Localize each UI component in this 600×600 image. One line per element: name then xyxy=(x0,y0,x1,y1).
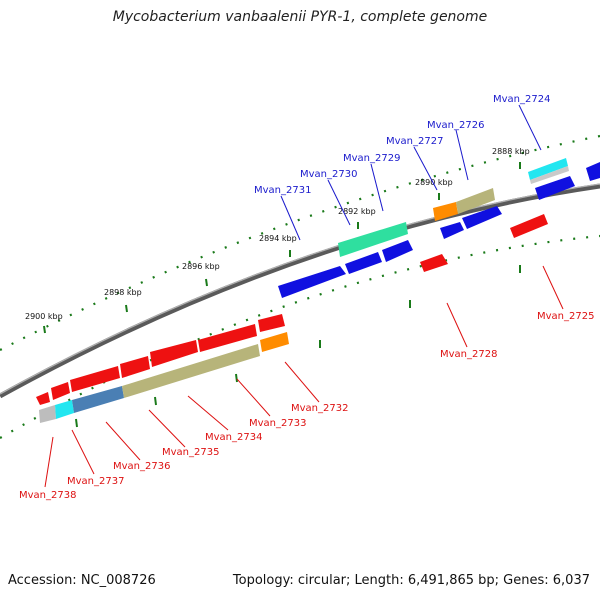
gene-block-mvan-2736[interactable] xyxy=(72,386,124,413)
kbp-label-2894: 2894 kbp xyxy=(259,234,297,243)
cds-mvan-2731[interactable] xyxy=(278,266,346,298)
gene-label-mvan-2726[interactable]: Mvan_2726 xyxy=(427,120,484,131)
cds-mvan-2738[interactable] xyxy=(36,392,50,405)
gene-label-mvan-2736[interactable]: Mvan_2736 xyxy=(113,461,170,472)
kbp-label-2890: 2890 kbp xyxy=(415,178,453,187)
forward-other-features[interactable] xyxy=(338,158,569,257)
cds-partial-right[interactable] xyxy=(586,162,600,181)
map-title: Mycobacterium vanbaalenii PYR-1, complet… xyxy=(112,9,488,25)
cds-mvan-2730[interactable] xyxy=(345,252,382,274)
cds-mvan-2724[interactable] xyxy=(535,176,575,200)
kbp-label-2892: 2892 kbp xyxy=(338,207,376,216)
cds-mvan-2725[interactable] xyxy=(510,214,548,238)
genome-backbone xyxy=(0,183,600,399)
gene-label-mvan-2734[interactable]: Mvan_2734 xyxy=(205,432,262,443)
gene-label-mvan-2735[interactable]: Mvan_2735 xyxy=(162,447,219,458)
cds-mvan-2732[interactable] xyxy=(258,314,285,332)
gene-label-mvan-2732[interactable]: Mvan_2732 xyxy=(291,403,348,414)
gene-block-mvan-2726[interactable] xyxy=(456,188,495,214)
kbp-labels: 2888 kbp 2890 kbp 2892 kbp 2894 kbp 2896… xyxy=(25,147,530,321)
cds-mvan-2729[interactable] xyxy=(382,240,413,262)
accession-text: Accession: NC_008726 xyxy=(8,573,156,588)
kbp-label-2896: 2896 kbp xyxy=(182,262,220,271)
forward-cds-features[interactable] xyxy=(278,162,600,298)
gene-label-mvan-2730[interactable]: Mvan_2730 xyxy=(300,169,357,180)
gene-block-mvan-2724-grey[interactable] xyxy=(530,166,569,184)
kbp-label-2900: 2900 kbp xyxy=(25,312,63,321)
gene-label-mvan-2737[interactable]: Mvan_2737 xyxy=(67,476,124,487)
gene-block-mvan-2727[interactable] xyxy=(433,202,458,221)
reverse-cds-features[interactable] xyxy=(36,214,548,405)
cds-mvan-2736[interactable] xyxy=(70,366,120,392)
reverse-other-features[interactable] xyxy=(39,332,289,423)
gene-block-mvan-2724[interactable] xyxy=(528,158,568,180)
major-ticks xyxy=(43,162,521,428)
reverse-leader-lines xyxy=(44,265,564,488)
forward-leader-lines xyxy=(280,104,542,241)
gene-label-mvan-2724[interactable]: Mvan_2724 xyxy=(493,94,550,105)
cds-mvan-2734[interactable] xyxy=(150,340,198,367)
gene-block-mvan-2729[interactable] xyxy=(338,222,408,257)
gene-label-mvan-2725[interactable]: Mvan_2725 xyxy=(537,311,594,322)
kbp-label-2898: 2898 kbp xyxy=(104,288,142,297)
cds-mvan-2728[interactable] xyxy=(420,254,448,272)
forward-gene-labels: Mvan_2724 Mvan_2726 Mvan_2727 Mvan_2729 … xyxy=(254,94,550,196)
gene-block-mvan-2733[interactable] xyxy=(122,344,260,398)
gene-label-mvan-2729[interactable]: Mvan_2729 xyxy=(343,153,400,164)
gene-label-mvan-2738[interactable]: Mvan_2738 xyxy=(19,490,76,501)
kbp-label-2888: 2888 kbp xyxy=(492,147,530,156)
gene-label-mvan-2728[interactable]: Mvan_2728 xyxy=(440,349,497,360)
gene-label-mvan-2727[interactable]: Mvan_2727 xyxy=(386,136,443,147)
gene-block-mvan-2737[interactable] xyxy=(55,400,74,419)
cds-mvan-2726[interactable] xyxy=(462,206,502,229)
cds-mvan-2733[interactable] xyxy=(198,324,257,352)
cds-mvan-2727[interactable] xyxy=(440,222,464,239)
gene-block-mvan-2732[interactable] xyxy=(260,332,289,352)
gene-label-mvan-2731[interactable]: Mvan_2731 xyxy=(254,185,311,196)
cds-mvan-2735[interactable] xyxy=(120,356,150,378)
cds-mvan-2737[interactable] xyxy=(51,382,70,400)
gene-label-mvan-2733[interactable]: Mvan_2733 xyxy=(249,418,306,429)
gene-block-grey-2738[interactable] xyxy=(39,405,56,423)
reverse-gene-labels: Mvan_2725 Mvan_2728 Mvan_2732 Mvan_2733 … xyxy=(19,311,594,501)
topology-text: Topology: circular; Length: 6,491,865 bp… xyxy=(232,573,590,588)
